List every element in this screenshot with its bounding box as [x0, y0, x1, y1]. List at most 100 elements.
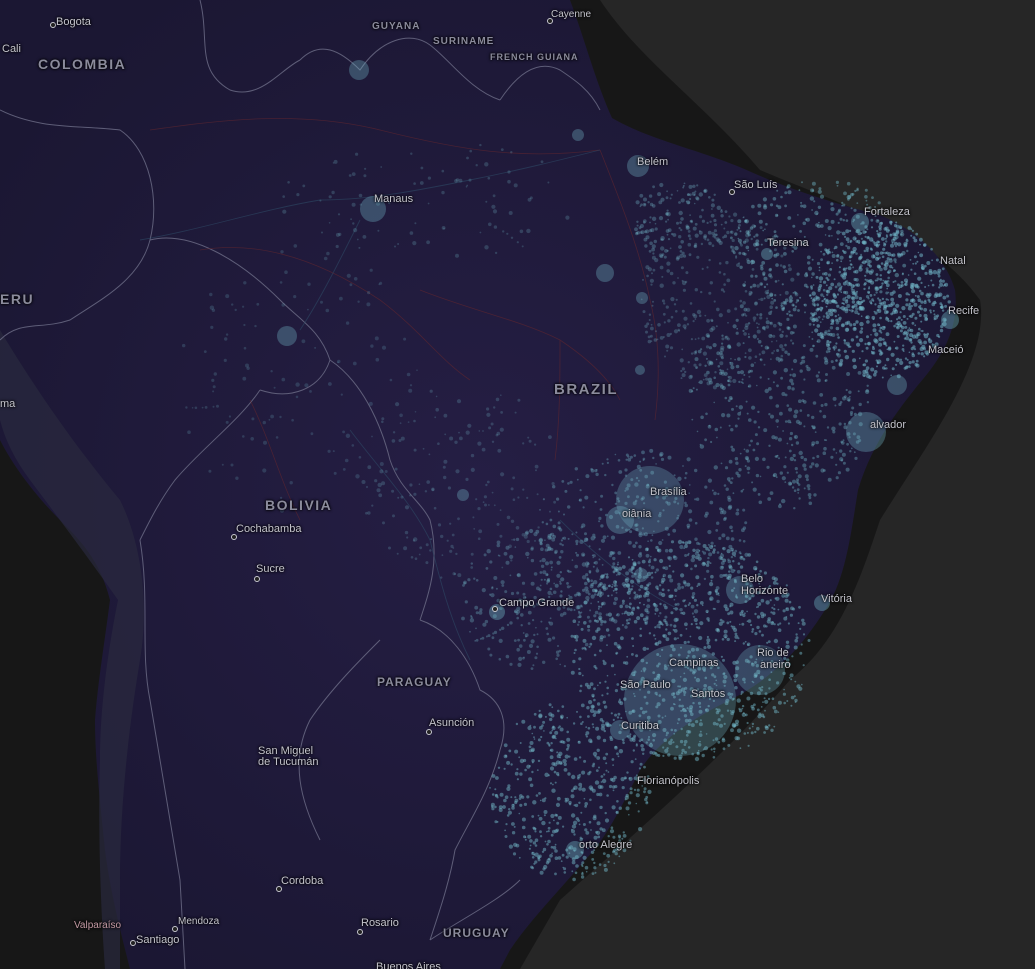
population-dot [668, 594, 672, 599]
city-label-buenos-aires: Buenos Aires [376, 961, 441, 969]
population-dot [554, 849, 558, 853]
population-dot [919, 253, 924, 258]
population-dot [843, 251, 845, 254]
population-dot [825, 314, 830, 319]
population-dot [730, 728, 734, 733]
population-dot [358, 193, 363, 198]
population-dot [892, 281, 895, 283]
population-dot [684, 370, 687, 374]
population-dot [855, 240, 859, 243]
population-dot [508, 844, 513, 849]
population-dot [713, 675, 717, 679]
population-dot [721, 372, 725, 376]
population-dot [477, 507, 481, 511]
population-dot [859, 255, 863, 259]
population-dot [665, 229, 670, 233]
population-dot [841, 201, 844, 204]
population-dot [556, 796, 561, 801]
population-dot [769, 321, 774, 326]
population-dot [435, 395, 438, 398]
population-dot [796, 298, 800, 302]
population-dot [561, 537, 564, 540]
city-label-santos: Santos [691, 688, 726, 700]
population-dot [711, 673, 715, 677]
population-dot [523, 835, 526, 839]
population-dot [784, 298, 789, 303]
population-dot [646, 598, 651, 602]
population-dot [910, 341, 913, 344]
population-dot [702, 378, 705, 381]
population-dot [542, 498, 546, 501]
population-dot [780, 302, 783, 305]
population-dot [503, 767, 506, 770]
population-dot [408, 388, 413, 393]
population-dot [909, 333, 914, 338]
population-dot [593, 866, 597, 870]
population-dot [583, 646, 586, 650]
population-dot [871, 239, 874, 242]
population-dot [729, 605, 732, 608]
population-dot [694, 498, 697, 501]
population-dot [914, 324, 917, 327]
population-dot [585, 537, 589, 541]
population-dot [790, 695, 795, 700]
population-dot [777, 321, 781, 325]
population-dot [781, 476, 786, 481]
population-dot [684, 544, 688, 549]
population-dot [933, 313, 936, 316]
population-dot [588, 570, 592, 573]
population-dot [889, 233, 893, 236]
population-dot [863, 287, 866, 291]
population-dot [759, 226, 763, 230]
population-dot [661, 716, 664, 719]
population-dot [685, 224, 689, 228]
population-dot [787, 326, 790, 329]
population-dot [585, 474, 590, 479]
population-dot [798, 450, 803, 456]
population-dot [874, 339, 879, 344]
population-dot [803, 400, 807, 404]
population-dot [528, 847, 532, 850]
population-dot [630, 579, 635, 584]
population-dot [470, 552, 474, 556]
population-dot [559, 580, 562, 583]
population-dot [678, 201, 681, 204]
population-dot [758, 630, 762, 633]
population-dot [598, 520, 601, 523]
population-dot [447, 486, 451, 490]
population-dot [578, 782, 583, 787]
population-dot [772, 381, 775, 384]
population-dot [717, 740, 721, 744]
population-dot [583, 759, 587, 763]
population-dot [781, 307, 785, 311]
population-dot [767, 586, 770, 589]
population-dot [531, 759, 535, 763]
population-dot [484, 619, 489, 624]
population-dot [720, 655, 724, 658]
population-dot [721, 385, 726, 391]
population-dot [878, 231, 882, 235]
population-dot [497, 766, 501, 769]
population-dot [659, 602, 662, 606]
population-dot [853, 277, 857, 282]
population-dot [760, 243, 763, 246]
population-dot [479, 608, 483, 612]
population-dot [700, 348, 703, 351]
circle-a [596, 264, 614, 282]
population-dot [679, 221, 682, 224]
population-dot [533, 827, 537, 831]
population-dot [676, 221, 679, 225]
population-dot [588, 571, 592, 574]
population-dot [498, 554, 501, 557]
population-dot [836, 230, 841, 235]
population-dot [757, 605, 760, 608]
population-dot [844, 290, 849, 295]
population-dot [848, 421, 852, 425]
population-dot [582, 506, 585, 509]
population-dot [668, 548, 673, 553]
population-dot [534, 860, 538, 864]
population-dot [491, 774, 496, 778]
population-dot [602, 738, 607, 743]
population-dot [456, 399, 462, 404]
